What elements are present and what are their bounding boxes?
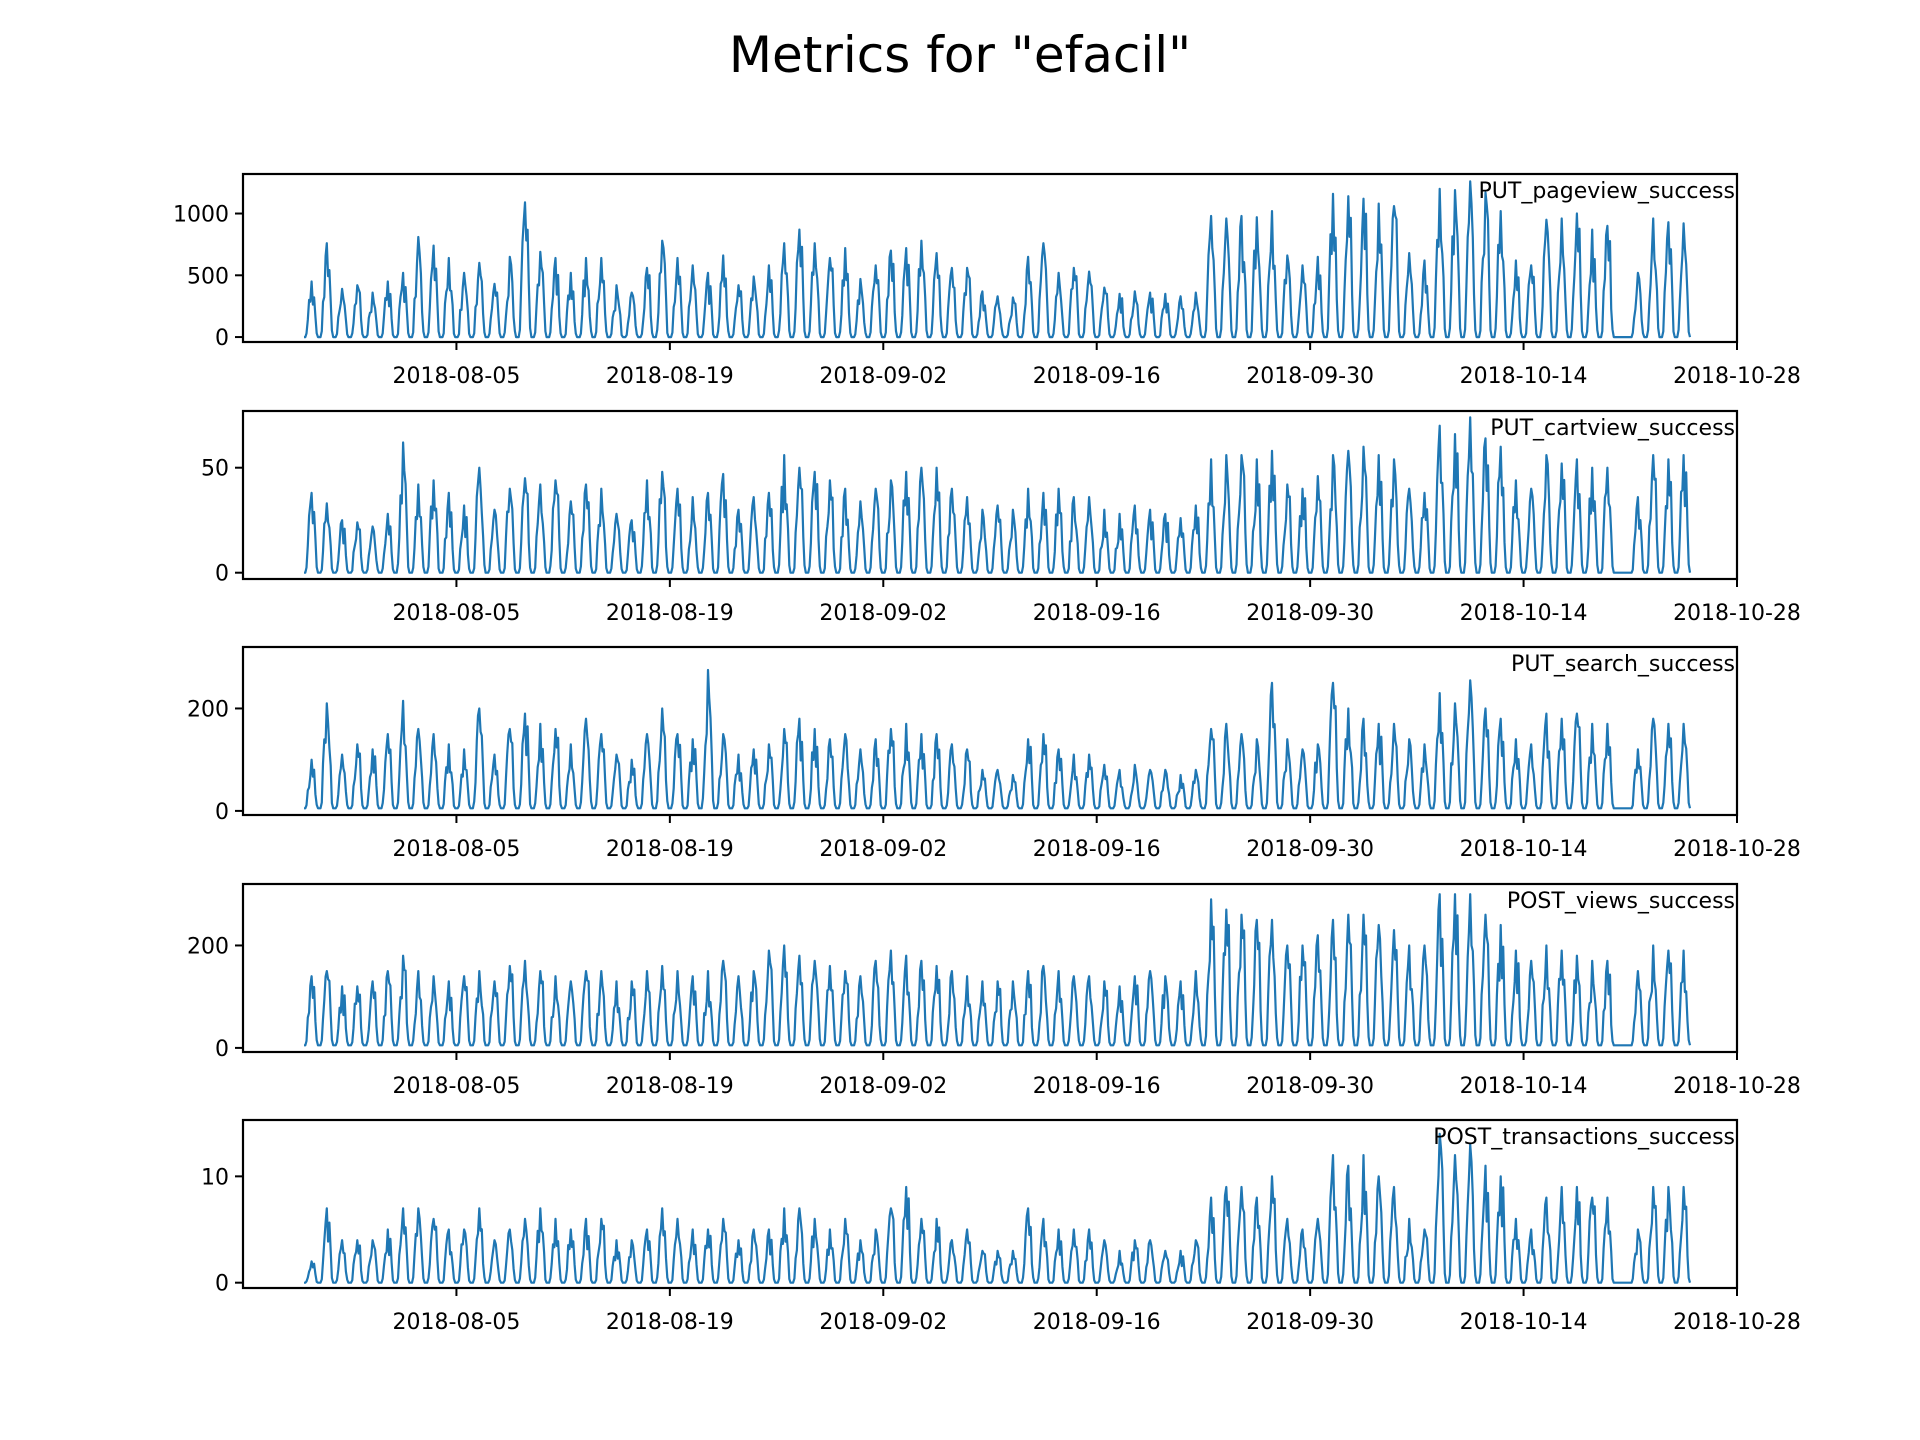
x-tick-label: 2018-10-14 — [1460, 601, 1588, 626]
x-tick-label: 2018-10-14 — [1460, 1074, 1588, 1099]
panel-POST_transactions_success: 2018-08-05 2018-08-19 2018-09-02 2018-09-16… — [201, 1118, 1801, 1335]
panel-PUT_cartview_success: 2018-08-05 2018-08-19 2018-09-02 2018-09-16… — [201, 409, 1801, 626]
series-line-PUT_pageview_success — [304, 180, 1692, 339]
panel-label: PUT_cartview_success — [1490, 416, 1735, 441]
panel-PUT_pageview_success: 2018-08-05 2018-08-19 2018-09-02 2018-09-16… — [173, 172, 1801, 389]
x-tick-label: 2018-09-02 — [819, 601, 947, 626]
x-tick-label: 2018-08-05 — [392, 364, 520, 389]
x-tick-label: 2018-09-30 — [1246, 364, 1374, 389]
panel-PUT_search_success: 2018-08-05 2018-08-19 2018-09-02 2018-09-16… — [187, 645, 1801, 862]
axes-frame — [241, 1118, 1739, 1290]
x-tick-label: 2018-10-28 — [1673, 1310, 1801, 1335]
panel-label: PUT_pageview_success — [1479, 179, 1735, 204]
series-line-PUT_cartview_success — [304, 416, 1692, 574]
x-tick-label: 2018-10-28 — [1673, 1074, 1801, 1099]
x-tick-label: 2018-09-02 — [819, 1310, 947, 1335]
y-tick-label: 0 — [215, 1272, 229, 1297]
panels: 2018-08-05 2018-08-19 2018-09-02 2018-09-16… — [173, 172, 1801, 1335]
x-tick-label: 2018-10-14 — [1460, 364, 1588, 389]
x-tick-label: 2018-08-05 — [392, 601, 520, 626]
x-tick-label: 2018-09-30 — [1246, 1310, 1374, 1335]
x-tick-label: 2018-09-16 — [1033, 601, 1161, 626]
x-tick-label: 2018-10-28 — [1673, 601, 1801, 626]
y-tick-label: 0 — [215, 326, 229, 351]
x-tick-label: 2018-09-02 — [819, 837, 947, 862]
x-tick-label: 2018-08-05 — [392, 1310, 520, 1335]
y-tick-label: 50 — [201, 457, 229, 482]
x-tick-label: 2018-09-30 — [1246, 601, 1374, 626]
x-tick-label: 2018-10-14 — [1460, 1310, 1588, 1335]
x-tick-label: 2018-08-05 — [392, 837, 520, 862]
x-tick-label: 2018-08-19 — [606, 1074, 734, 1099]
x-tick-label: 2018-09-16 — [1033, 837, 1161, 862]
x-tick-label: 2018-10-14 — [1460, 837, 1588, 862]
x-tick-label: 2018-09-02 — [819, 1074, 947, 1099]
x-tick-label: 2018-08-05 — [392, 1074, 520, 1099]
y-tick-label: 1000 — [173, 203, 229, 228]
series-line-PUT_search_success — [304, 668, 1692, 810]
y-tick-label: 0 — [215, 1037, 229, 1062]
y-tick-label: 200 — [187, 934, 229, 959]
y-tick-label: 0 — [215, 562, 229, 587]
x-tick-label: 2018-09-16 — [1033, 1074, 1161, 1099]
series-line-POST_transactions_success — [304, 1132, 1692, 1284]
x-tick-label: 2018-10-28 — [1673, 837, 1801, 862]
series-line-POST_views_success — [304, 893, 1692, 1047]
y-tick-label: 0 — [215, 800, 229, 825]
axes-frame — [241, 172, 1739, 344]
x-tick-label: 2018-08-19 — [606, 601, 734, 626]
panel-label: POST_views_success — [1507, 889, 1735, 914]
y-tick-label: 500 — [187, 264, 229, 289]
y-tick-label: 10 — [201, 1165, 229, 1190]
x-tick-label: 2018-08-19 — [606, 837, 734, 862]
x-tick-label: 2018-08-19 — [606, 1310, 734, 1335]
axes-frame — [241, 645, 1739, 817]
x-tick-label: 2018-10-28 — [1673, 364, 1801, 389]
x-tick-label: 2018-09-16 — [1033, 1310, 1161, 1335]
axes-frame — [241, 882, 1739, 1054]
panel-POST_views_success: 2018-08-05 2018-08-19 2018-09-02 2018-09-16… — [187, 882, 1801, 1099]
x-tick-label: 2018-09-30 — [1246, 1074, 1374, 1099]
figure-title: Metrics for "efacil" — [729, 26, 1191, 84]
panel-label: PUT_search_success — [1511, 652, 1735, 677]
x-tick-label: 2018-09-30 — [1246, 837, 1374, 862]
panel-label: POST_transactions_success — [1433, 1125, 1735, 1150]
y-tick-label: 200 — [187, 697, 229, 722]
x-tick-label: 2018-09-02 — [819, 364, 947, 389]
axes-frame — [241, 409, 1739, 581]
x-tick-label: 2018-08-19 — [606, 364, 734, 389]
x-tick-label: 2018-09-16 — [1033, 364, 1161, 389]
